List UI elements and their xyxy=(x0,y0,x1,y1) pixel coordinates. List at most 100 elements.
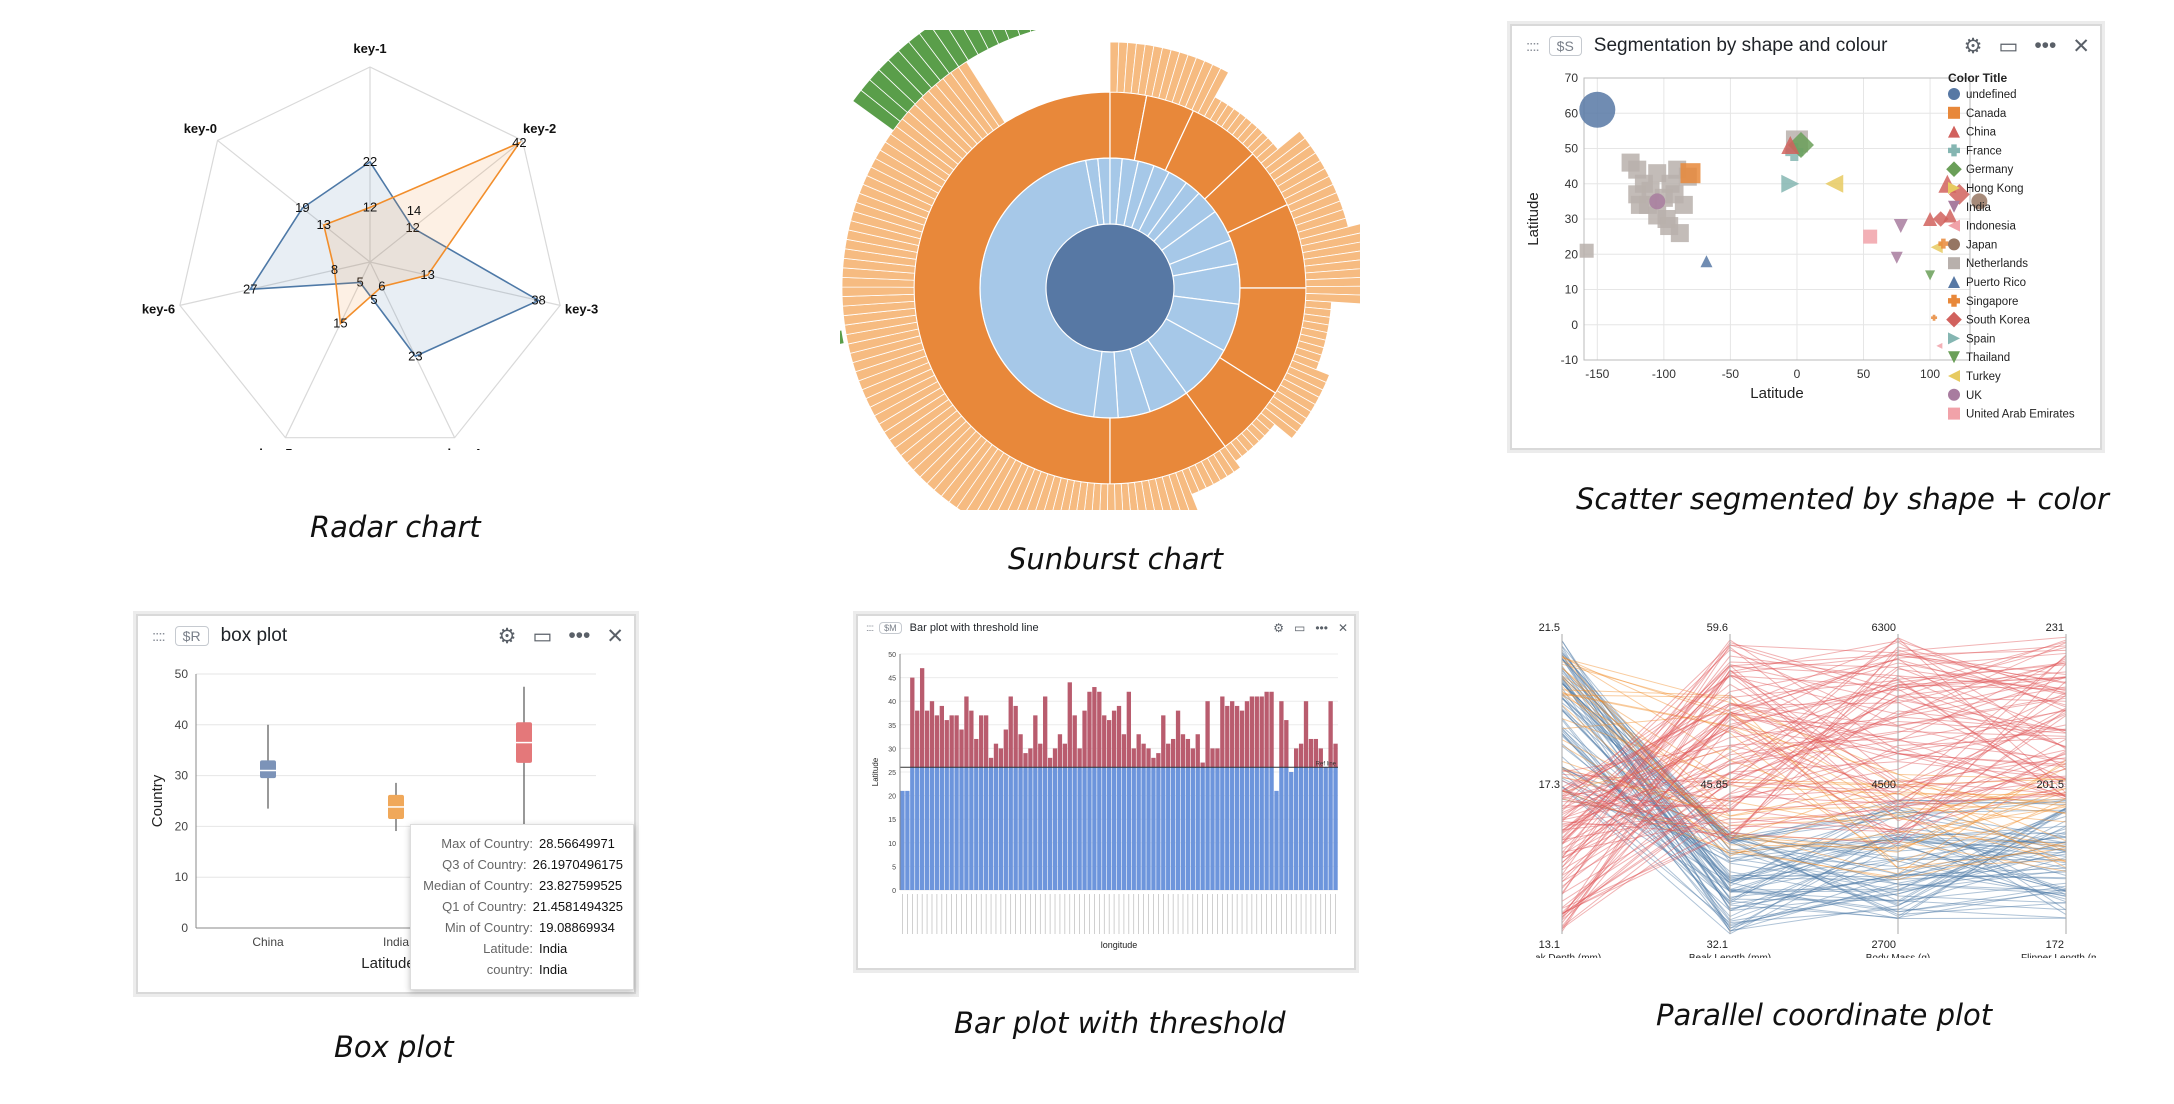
bar-above xyxy=(1003,729,1008,768)
parallel-line xyxy=(1561,777,2067,848)
legend-label: India xyxy=(1966,202,1992,214)
bar-below xyxy=(1234,767,1240,890)
legend-symbol xyxy=(1946,311,1962,328)
grip-icon[interactable]: :::: xyxy=(152,627,166,645)
parallel-line xyxy=(1561,713,2067,814)
parallel-line xyxy=(1561,675,2067,898)
parallel-line xyxy=(1561,671,2067,835)
present-icon[interactable]: ▭ xyxy=(532,624,553,648)
parallel-line xyxy=(1561,732,2067,920)
bar-above xyxy=(1244,701,1250,768)
parallel-line xyxy=(1561,667,2067,839)
parallel-line xyxy=(1561,662,2067,788)
caption-bar: Bar plot with threshold xyxy=(954,1006,1286,1040)
parallel-line xyxy=(1561,676,2067,859)
parallel-line xyxy=(1561,761,2067,871)
y-tick-label: 30 xyxy=(175,769,189,783)
radar-series-area xyxy=(322,141,522,326)
parallel-line xyxy=(1561,641,2067,876)
caption-scatter: Scatter segmented by shape + color xyxy=(1576,482,2109,516)
parallel-line xyxy=(1561,717,2067,922)
parallel-line xyxy=(1561,649,2067,834)
bar-below xyxy=(1126,767,1132,890)
axis-max-label: 6300 xyxy=(1872,622,1896,634)
parallel-line xyxy=(1561,748,2067,863)
sunburst-root xyxy=(1046,224,1174,352)
x-tick-label: 0 xyxy=(1794,367,1801,381)
caption-sunburst: Sunburst chart xyxy=(1008,542,1223,576)
parallel-line xyxy=(1561,677,2067,856)
bar-above xyxy=(1151,757,1156,768)
bar-below xyxy=(993,767,999,890)
parallel-line xyxy=(1561,658,2067,845)
bar-below xyxy=(1102,767,1107,890)
tooltip-key: country: xyxy=(486,962,533,977)
parallel-line xyxy=(1561,785,2067,924)
bar-below xyxy=(1018,767,1023,890)
y-tick-label: 25 xyxy=(888,770,896,777)
bar-below xyxy=(1151,767,1156,890)
parallel-line xyxy=(1561,644,2067,895)
close-icon[interactable]: ✕ xyxy=(2072,34,2090,58)
tooltip-key: Median of Country: xyxy=(423,878,533,893)
axis-mid-label: 45.85 xyxy=(1700,779,1728,791)
bar-above xyxy=(949,715,954,768)
gear-icon[interactable]: ⚙ xyxy=(1963,34,1983,58)
more-icon[interactable]: ••• xyxy=(2034,34,2057,57)
bar-below xyxy=(1161,767,1166,890)
y-tick-label: 15 xyxy=(888,817,896,824)
close-icon[interactable]: ✕ xyxy=(606,624,624,648)
more-icon[interactable]: ••• xyxy=(1315,621,1328,635)
parallel-line xyxy=(1561,709,2067,882)
axis-max-label: 231 xyxy=(2046,622,2064,634)
parallel-line xyxy=(1561,768,2067,852)
parallel-line xyxy=(1561,665,2067,902)
sunburst-segment xyxy=(840,330,844,344)
parallel-line xyxy=(1561,719,2067,932)
grip-icon[interactable]: :::: xyxy=(866,622,874,634)
present-icon[interactable]: ▭ xyxy=(1293,621,1306,635)
parallel-line xyxy=(1561,659,2067,832)
bar-below xyxy=(1062,767,1068,890)
parallel-line xyxy=(1561,654,2067,932)
legend-symbol xyxy=(1948,88,1960,100)
y-tick-label: 35 xyxy=(888,723,896,730)
bar-below xyxy=(1087,767,1092,890)
bar-below xyxy=(924,767,930,890)
legend-label: undefined xyxy=(1966,89,2017,101)
parallel-line xyxy=(1561,768,2067,826)
scatter-point xyxy=(1660,217,1679,236)
more-icon[interactable]: ••• xyxy=(568,624,591,647)
gear-icon[interactable]: ⚙ xyxy=(1273,621,1284,635)
scatter-point xyxy=(1579,91,1616,128)
legend-label: South Korea xyxy=(1966,315,2031,327)
bar-above xyxy=(1328,701,1333,768)
box-tooltip: Max of Country: 28.56649971 Q3 of Country:… xyxy=(410,824,634,990)
parallel-line xyxy=(1561,681,2067,900)
parallel-line xyxy=(1561,653,2067,880)
parallel-line xyxy=(1561,684,2067,887)
bar-above xyxy=(1279,701,1284,768)
parallel-line xyxy=(1561,655,2067,819)
legend-label: Thailand xyxy=(1966,352,2010,364)
bar-below xyxy=(1225,767,1230,890)
parallel-line xyxy=(1561,670,2067,902)
close-icon[interactable]: ✕ xyxy=(1337,621,1348,635)
parallel-line xyxy=(1561,705,2067,898)
gear-icon[interactable]: ⚙ xyxy=(497,624,517,648)
tooltip-key: Max of Country: xyxy=(441,836,533,851)
grip-icon[interactable]: :::: xyxy=(1526,37,1540,55)
bar-above xyxy=(983,715,989,768)
axis-max-label: 59.6 xyxy=(1707,622,1728,634)
parallel-line xyxy=(1561,766,2067,891)
present-icon[interactable]: ▭ xyxy=(1998,34,2019,58)
legend-symbol xyxy=(1948,200,1960,213)
bar-above xyxy=(1038,743,1043,768)
panel-header: :::: $M Bar plot with threshold line xyxy=(858,616,1354,640)
radar-spoke xyxy=(369,261,456,438)
bar-below xyxy=(1180,767,1186,890)
parallel-line xyxy=(1561,695,2067,883)
legend-symbol xyxy=(1948,407,1960,420)
bar-above xyxy=(1308,738,1314,768)
legend-symbol xyxy=(1948,106,1960,119)
